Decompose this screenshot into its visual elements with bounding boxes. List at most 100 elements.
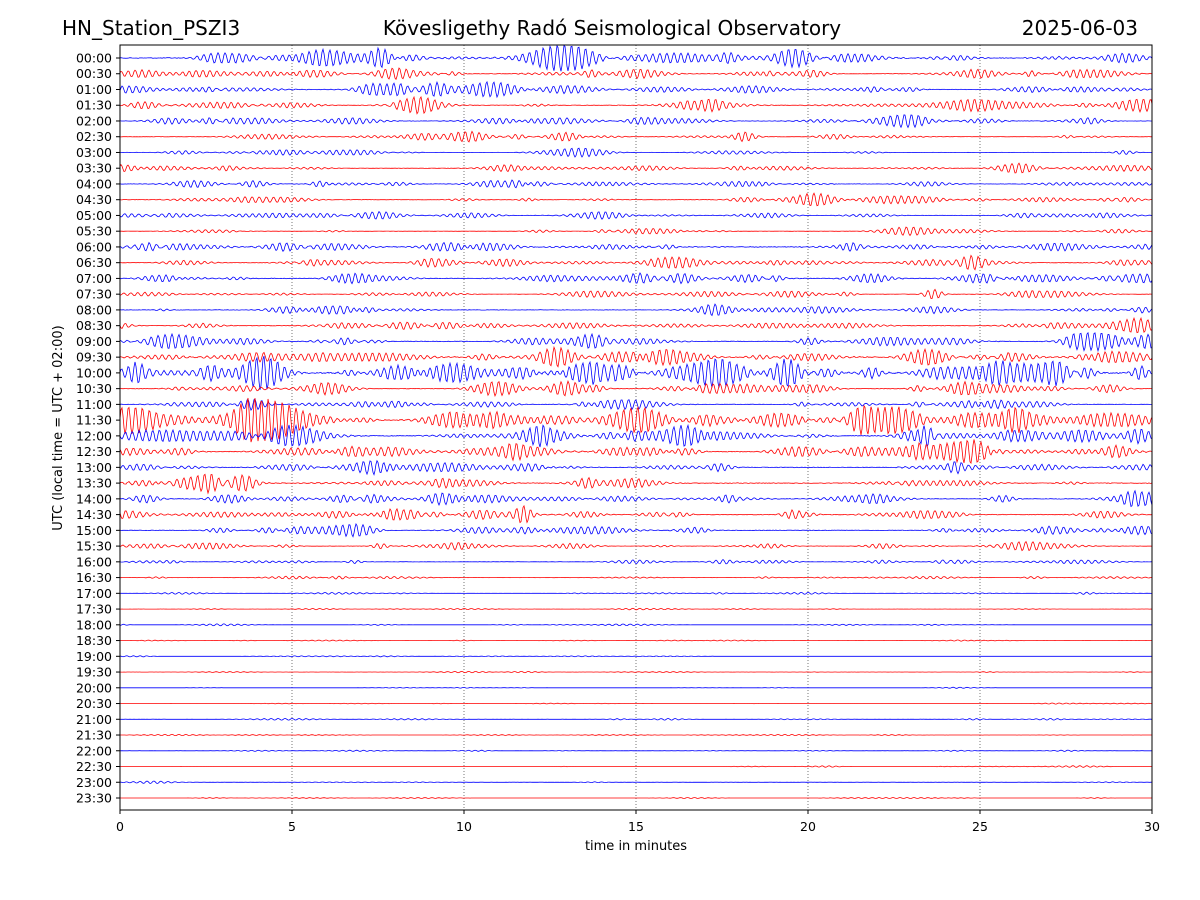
trace-0430 [119, 192, 1152, 207]
y-tick-label: 11:00 [76, 397, 112, 412]
y-tick-label: 17:00 [76, 586, 112, 601]
trace-1500 [119, 523, 1153, 538]
trace-1800 [119, 623, 1152, 627]
y-tick-label: 00:30 [76, 66, 112, 81]
x-tick-label: 0 [116, 819, 124, 834]
trace-2200 [119, 749, 1152, 752]
trace-1330 [119, 473, 1153, 495]
y-tick-label: 09:30 [76, 350, 112, 365]
trace-1400 [119, 489, 1153, 508]
y-tick-label: 15:30 [76, 539, 112, 554]
y-tick-label: 14:30 [76, 507, 112, 522]
trace-2030 [120, 702, 1153, 705]
trace-1130 [119, 397, 1153, 443]
y-tick-label: 04:00 [76, 176, 112, 191]
trace-0630 [120, 254, 1153, 271]
y-tick-label: 02:00 [76, 113, 112, 128]
y-tick-label: 13:30 [76, 476, 112, 491]
station-title: HN_Station_PSZI3 [62, 16, 240, 40]
x-tick-label: 30 [1144, 819, 1160, 834]
y-tick-label: 16:30 [76, 570, 112, 585]
x-tick-label: 25 [972, 819, 988, 834]
trace-0330 [119, 162, 1153, 174]
y-tick-label: 12:30 [76, 444, 112, 459]
y-tick-label: 03:30 [76, 161, 112, 176]
trace-2000 [120, 686, 1152, 689]
trace-0730 [119, 288, 1153, 300]
y-tick-label: 20:00 [76, 680, 112, 695]
trace-0930 [119, 345, 1153, 368]
y-tick-label: 22:30 [76, 759, 112, 774]
trace-1930 [119, 670, 1152, 674]
y-tick-label: 11:30 [76, 413, 112, 428]
y-tick-label: 16:00 [76, 554, 112, 569]
y-tick-label: 17:30 [76, 602, 112, 617]
trace-2230 [120, 765, 1153, 768]
trace-0500 [119, 210, 1153, 220]
y-tick-label: 21:30 [76, 728, 112, 743]
x-tick-label: 5 [288, 819, 296, 834]
trace-0300 [119, 147, 1153, 158]
y-tick-label: 23:30 [76, 791, 112, 806]
y-tick-label: 10:00 [76, 365, 112, 380]
y-tick-label: 23:00 [76, 775, 112, 790]
trace-2100 [120, 717, 1153, 721]
trace-2300 [119, 780, 1152, 784]
y-tick-label: 18:30 [76, 633, 112, 648]
trace-0200 [120, 114, 1153, 129]
y-tick-label: 01:30 [76, 98, 112, 113]
x-tick-label: 10 [456, 819, 472, 834]
trace-0000 [119, 44, 1153, 72]
x-tick-label: 15 [628, 819, 644, 834]
trace-0030 [119, 67, 1153, 81]
trace-2330 [120, 797, 1152, 799]
y-tick-label: 02:30 [76, 129, 112, 144]
trace-1200 [119, 423, 1153, 448]
trace-0830 [119, 317, 1153, 334]
trace-1730 [120, 607, 1153, 611]
trace-1230 [119, 439, 1153, 464]
trace-1030 [120, 380, 1152, 398]
y-tick-label: 15:00 [76, 523, 112, 538]
trace-0530 [120, 226, 1153, 237]
y-tick-label: 00:00 [76, 51, 112, 66]
y-tick-label: 08:30 [76, 318, 112, 333]
trace-1630 [120, 575, 1153, 580]
y-tick-label: 18:00 [76, 617, 112, 632]
y-tick-label: 08:00 [76, 302, 112, 317]
trace-0230 [120, 130, 1153, 143]
y-tick-label: 14:00 [76, 491, 112, 506]
trace-0700 [119, 272, 1153, 285]
trace-1900 [119, 655, 1152, 658]
y-tick-label: 05:30 [76, 224, 112, 239]
trace-0800 [120, 303, 1153, 317]
trace-1430 [119, 504, 1153, 524]
y-tick-label: 04:30 [76, 192, 112, 207]
y-tick-label: 21:00 [76, 712, 112, 727]
y-tick-label: 20:30 [76, 696, 112, 711]
y-tick-label: 19:00 [76, 649, 112, 664]
y-tick-label: 09:00 [76, 334, 112, 349]
y-tick-label: 13:00 [76, 460, 112, 475]
y-tick-label: 07:00 [76, 271, 112, 286]
trace-0130 [119, 95, 1153, 115]
trace-2130 [120, 733, 1152, 737]
trace-0400 [119, 179, 1153, 189]
y-tick-label: 06:30 [76, 255, 112, 270]
y-axis-label: UTC (local time = UTC + 02:00) [51, 325, 66, 530]
y-tick-label: 22:00 [76, 743, 112, 758]
y-tick-label: 10:30 [76, 381, 112, 396]
y-tick-label: 12:00 [76, 428, 112, 443]
trace-1830 [120, 639, 1153, 642]
y-tick-label: 05:00 [76, 208, 112, 223]
y-tick-label: 01:00 [76, 82, 112, 97]
trace-1530 [119, 540, 1153, 552]
trace-1700 [119, 591, 1153, 595]
trace-1100 [119, 398, 1152, 411]
trace-0100 [119, 80, 1153, 99]
y-tick-label: 03:00 [76, 145, 112, 160]
trace-0600 [119, 241, 1153, 253]
x-tick-label: 20 [800, 819, 816, 834]
x-axis-label: time in minutes [585, 839, 687, 854]
